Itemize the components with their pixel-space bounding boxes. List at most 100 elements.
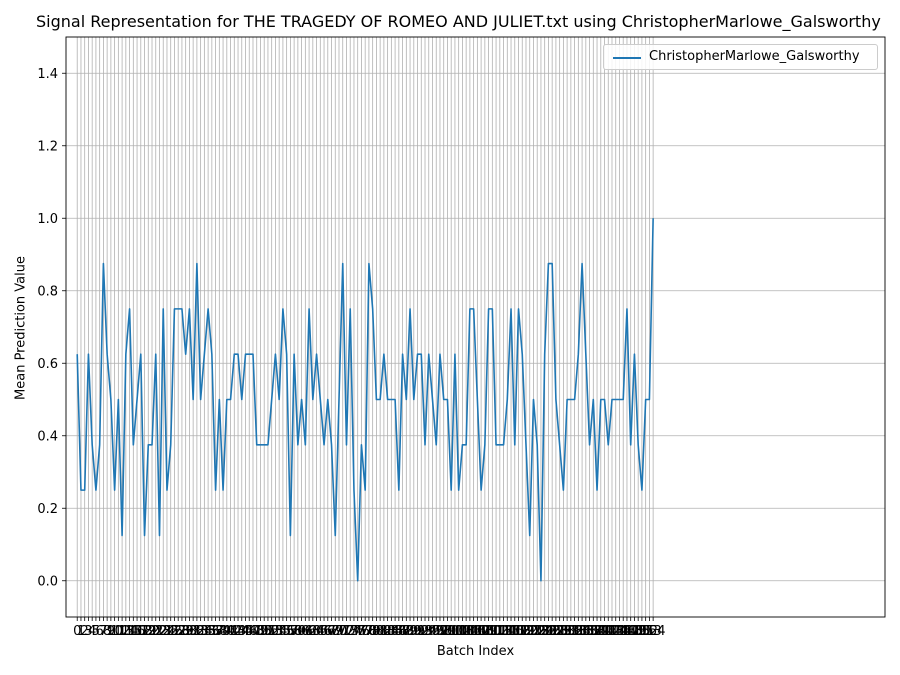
x-tick-label: 42 <box>226 624 243 639</box>
x-tick-label: 64 <box>308 624 325 639</box>
x-tick-label: 105 <box>457 624 482 639</box>
x-tick-label: 29 <box>177 624 194 639</box>
x-tick-label: 143 <box>600 624 625 639</box>
y-tick-label: 0.8 <box>37 284 58 299</box>
x-tick-label: 119 <box>510 624 535 639</box>
x-tick-label: 115 <box>495 624 520 639</box>
x-tick-label: 121 <box>517 624 542 639</box>
x-tick-label: 59 <box>290 624 307 639</box>
x-tick-label: 31 <box>185 624 202 639</box>
legend-swatch-line <box>613 57 641 59</box>
x-tick-label: 111 <box>480 624 505 639</box>
x-tick-label: 48 <box>248 624 265 639</box>
x-tick-label: 8 <box>103 624 111 639</box>
series-layer <box>76 218 654 582</box>
x-tick-label: 80 <box>368 624 385 639</box>
x-axis-label: Batch Index <box>436 644 515 659</box>
x-tick-label: 94 <box>420 624 437 639</box>
x-tick-label: 116 <box>499 624 524 639</box>
x-tick-label: 28 <box>174 624 191 639</box>
x-tick-label: 49 <box>252 624 269 639</box>
x-tick-label: 129 <box>547 624 572 639</box>
x-tick-label: 19 <box>140 624 157 639</box>
x-tick-label: 153 <box>637 624 662 639</box>
x-tick-label: 128 <box>543 624 568 639</box>
x-tick-label: 93 <box>417 624 434 639</box>
x-tick-label: 11 <box>110 624 127 639</box>
x-tick-label: 18 <box>136 624 153 639</box>
x-tick-label: 132 <box>558 624 583 639</box>
y-tick-label: 0.4 <box>37 429 58 444</box>
x-tick-label: 142 <box>596 624 621 639</box>
x-tick-label: 79 <box>364 624 381 639</box>
x-tick-label: 97 <box>432 624 449 639</box>
x-tick-label: 52 <box>263 624 280 639</box>
x-tick-label: 84 <box>383 624 400 639</box>
x-tick-label: 33 <box>192 624 209 639</box>
x-tick-label: 60 <box>293 624 310 639</box>
x-tick-label: 68 <box>323 624 340 639</box>
x-tick-label: 43 <box>230 624 247 639</box>
x-tick-label: 36 <box>204 624 221 639</box>
x-tick-label: 39 <box>215 624 232 639</box>
legend: ChristopherMarlowe_Galsworthy <box>603 44 878 70</box>
x-tick-label: 100 <box>439 624 464 639</box>
x-tick-label: 67 <box>320 624 337 639</box>
x-tick-label: 127 <box>540 624 565 639</box>
x-tick-label: 145 <box>607 624 632 639</box>
x-tick-label: 103 <box>450 624 475 639</box>
x-tick-label: 149 <box>622 624 647 639</box>
chart-title: Signal Representation for THE TRAGEDY OF… <box>36 12 881 31</box>
x-tick-label: 141 <box>592 624 617 639</box>
x-tick-label: 82 <box>376 624 393 639</box>
x-tick-label: 120 <box>514 624 539 639</box>
x-tick-label: 148 <box>618 624 643 639</box>
x-tick-label: 86 <box>391 624 408 639</box>
x-tick-label: 37 <box>207 624 224 639</box>
x-tick-label: 61 <box>297 624 314 639</box>
x-ticks: 0123456789101112131415161718192021222324… <box>73 617 666 639</box>
x-tick-label: 1 <box>77 624 85 639</box>
x-tick-label: 76 <box>353 624 370 639</box>
x-tick-label: 133 <box>562 624 587 639</box>
x-tick-label: 147 <box>615 624 640 639</box>
x-tick-label: 144 <box>603 624 628 639</box>
x-tick-label: 35 <box>200 624 217 639</box>
x-tick-label: 108 <box>469 624 494 639</box>
x-tick-label: 130 <box>551 624 576 639</box>
x-tick-label: 27 <box>170 624 187 639</box>
x-tick-label: 66 <box>316 624 333 639</box>
x-tick-label: 109 <box>472 624 497 639</box>
x-tick-label: 22 <box>151 624 168 639</box>
x-tick-label: 71 <box>334 624 351 639</box>
x-tick-label: 0 <box>73 624 81 639</box>
x-tick-label: 152 <box>633 624 658 639</box>
y-tick-label: 1.2 <box>37 139 58 154</box>
x-tick-label: 72 <box>338 624 355 639</box>
x-tick-label: 17 <box>133 624 150 639</box>
x-tick-label: 135 <box>570 624 595 639</box>
x-tick-label: 118 <box>506 624 531 639</box>
y-tick-label: 0.2 <box>37 502 58 517</box>
x-tick-label: 113 <box>487 624 512 639</box>
x-tick-label: 122 <box>521 624 546 639</box>
x-tick-label: 91 <box>409 624 426 639</box>
x-tick-label: 75 <box>349 624 366 639</box>
x-tick-label: 62 <box>301 624 318 639</box>
x-tick-label: 34 <box>196 624 213 639</box>
x-tick-label: 124 <box>529 624 554 639</box>
x-tick-label: 40 <box>219 624 236 639</box>
x-tick-label: 101 <box>443 624 468 639</box>
x-tick-label: 125 <box>532 624 557 639</box>
y-tick-label: 0.0 <box>37 574 58 589</box>
series-line <box>76 218 654 582</box>
x-tick-label: 95 <box>424 624 441 639</box>
x-tick-label: 47 <box>245 624 262 639</box>
x-tick-label: 14 <box>121 624 138 639</box>
x-tick-label: 87 <box>394 624 411 639</box>
x-tick-label: 26 <box>166 624 183 639</box>
x-tick-label: 99 <box>439 624 456 639</box>
y-tick-label: 1.4 <box>37 67 58 82</box>
x-tick-label: 137 <box>577 624 602 639</box>
x-tick-label: 117 <box>502 624 527 639</box>
